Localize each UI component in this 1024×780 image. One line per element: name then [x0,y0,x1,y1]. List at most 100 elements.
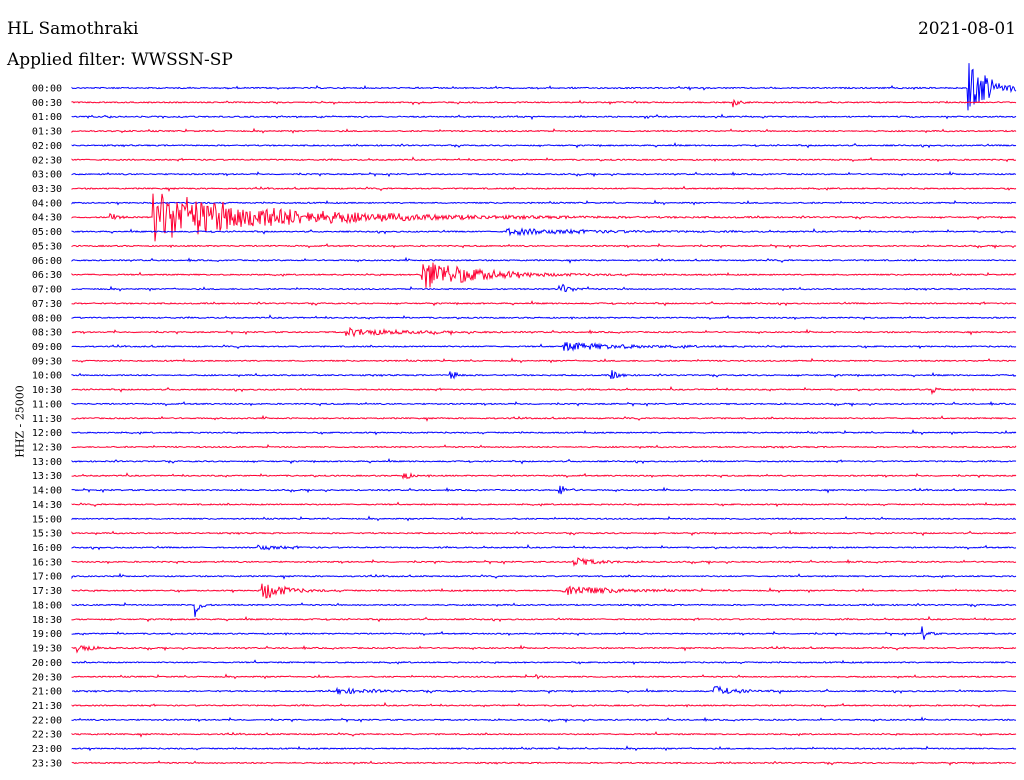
trace-row-0730 [71,300,1017,307]
row-label: 22:30 [32,730,62,741]
row-label: 03:00 [32,170,62,181]
row-label: 06:30 [32,270,62,281]
row-label: 04:30 [32,213,62,224]
trace-row-0330 [71,185,1017,193]
trace-row-0800 [71,314,1017,321]
row-label: 01:00 [32,112,62,123]
row-label: 09:00 [32,342,62,353]
trace-row-1300 [71,458,1017,465]
trace-row-0430 [71,193,1017,242]
row-label: 16:00 [32,543,62,554]
row-label: 10:00 [32,371,62,382]
trace-row-1130 [71,414,1017,422]
row-label: 05:30 [32,241,62,252]
row-label: 08:30 [32,328,62,339]
trace-row-1600 [71,544,1017,551]
trace-row-1400 [71,485,1017,495]
row-label: 20:30 [32,672,62,683]
row-label: 03:30 [32,184,62,195]
row-label: 02:00 [32,141,62,152]
trace-row-1730 [71,583,1017,599]
row-label: 23:30 [32,758,62,769]
trace-row-1230 [71,444,1017,450]
trace-row-0630 [71,262,1017,288]
row-label: 15:00 [32,514,62,525]
trace-row-2330 [71,760,1017,766]
row-label: 06:00 [32,256,62,267]
row-label: 14:00 [32,486,62,497]
row-label: 21:00 [32,687,62,698]
trace-row-0530 [71,243,1017,250]
trace-row-2000 [71,659,1016,666]
row-label: 18:00 [32,600,62,611]
trace-row-1930 [71,644,1017,654]
row-label: 15:30 [32,529,62,540]
trace-row-0000 [71,63,1017,111]
trace-row-1030 [71,386,1017,396]
row-label: 05:00 [32,227,62,238]
row-label: 17:00 [32,572,62,583]
trace-row-0130 [71,127,1017,134]
row-label: 08:00 [32,313,62,324]
trace-row-2100 [72,685,1017,696]
trace-row-0400 [71,199,1017,206]
trace-row-1330 [71,472,1017,480]
row-label: 16:30 [32,557,62,568]
row-label: 19:30 [32,644,62,655]
row-label: 01:30 [32,127,62,138]
row-label: 22:00 [32,715,62,726]
row-label: 14:30 [32,500,62,511]
trace-row-1430 [71,501,1017,508]
row-label: 00:30 [32,98,62,109]
trace-row-1000 [71,370,1017,380]
trace-row-0030 [71,98,1017,108]
trace-row-1800 [71,602,1017,617]
trace-row-0300 [71,170,1017,178]
date-label: 2021-08-01 [917,19,1016,39]
row-label: 13:30 [32,471,62,482]
row-label: 12:30 [32,443,62,454]
row-label: 07:00 [32,285,62,296]
trace-row-0200 [71,142,1017,149]
row-label: 19:00 [32,629,62,640]
station-title: HL Samothraki [7,19,139,39]
row-label: 09:30 [32,356,62,367]
row-label: 21:30 [32,701,62,712]
trace-row-0700 [71,283,1017,293]
row-label: 10:30 [32,385,62,396]
trace-row-0100 [71,113,1017,121]
trace-row-0600 [71,256,1017,264]
trace-row-0900 [71,341,1017,352]
trace-row-2130 [71,701,1017,708]
trace-row-0830 [71,326,1017,338]
trace-row-1530 [71,529,1017,537]
row-label: 02:30 [32,155,62,166]
row-label: 20:00 [32,658,62,669]
row-label: 04:00 [32,198,62,209]
trace-row-2030 [71,673,1017,680]
trace-row-0930 [71,357,1017,364]
filter-label: Applied filter: WWSSN-SP [7,50,233,70]
trace-row-2230 [71,731,1017,738]
trace-row-1630 [71,557,1017,567]
trace-row-1500 [71,515,1017,522]
trace-row-0500 [71,227,1017,237]
trace-row-1900 [71,626,1017,640]
row-label: 11:30 [32,414,62,425]
row-label: 18:30 [32,615,62,626]
row-label: 23:00 [32,744,62,755]
row-label: 17:30 [32,586,62,597]
trace-row-1200 [71,429,1017,436]
trace-row-1830 [71,615,1017,623]
trace-row-2300 [71,745,1017,752]
row-label: 07:30 [32,299,62,310]
row-label: 12:00 [32,428,62,439]
trace-row-2200 [71,716,1017,723]
row-label: 13:00 [32,457,62,468]
row-label: 11:00 [32,399,62,410]
trace-row-1700 [71,572,1017,580]
trace-row-1100 [71,401,1016,408]
row-label: 00:00 [32,84,62,95]
trace-row-0230 [71,156,1017,163]
